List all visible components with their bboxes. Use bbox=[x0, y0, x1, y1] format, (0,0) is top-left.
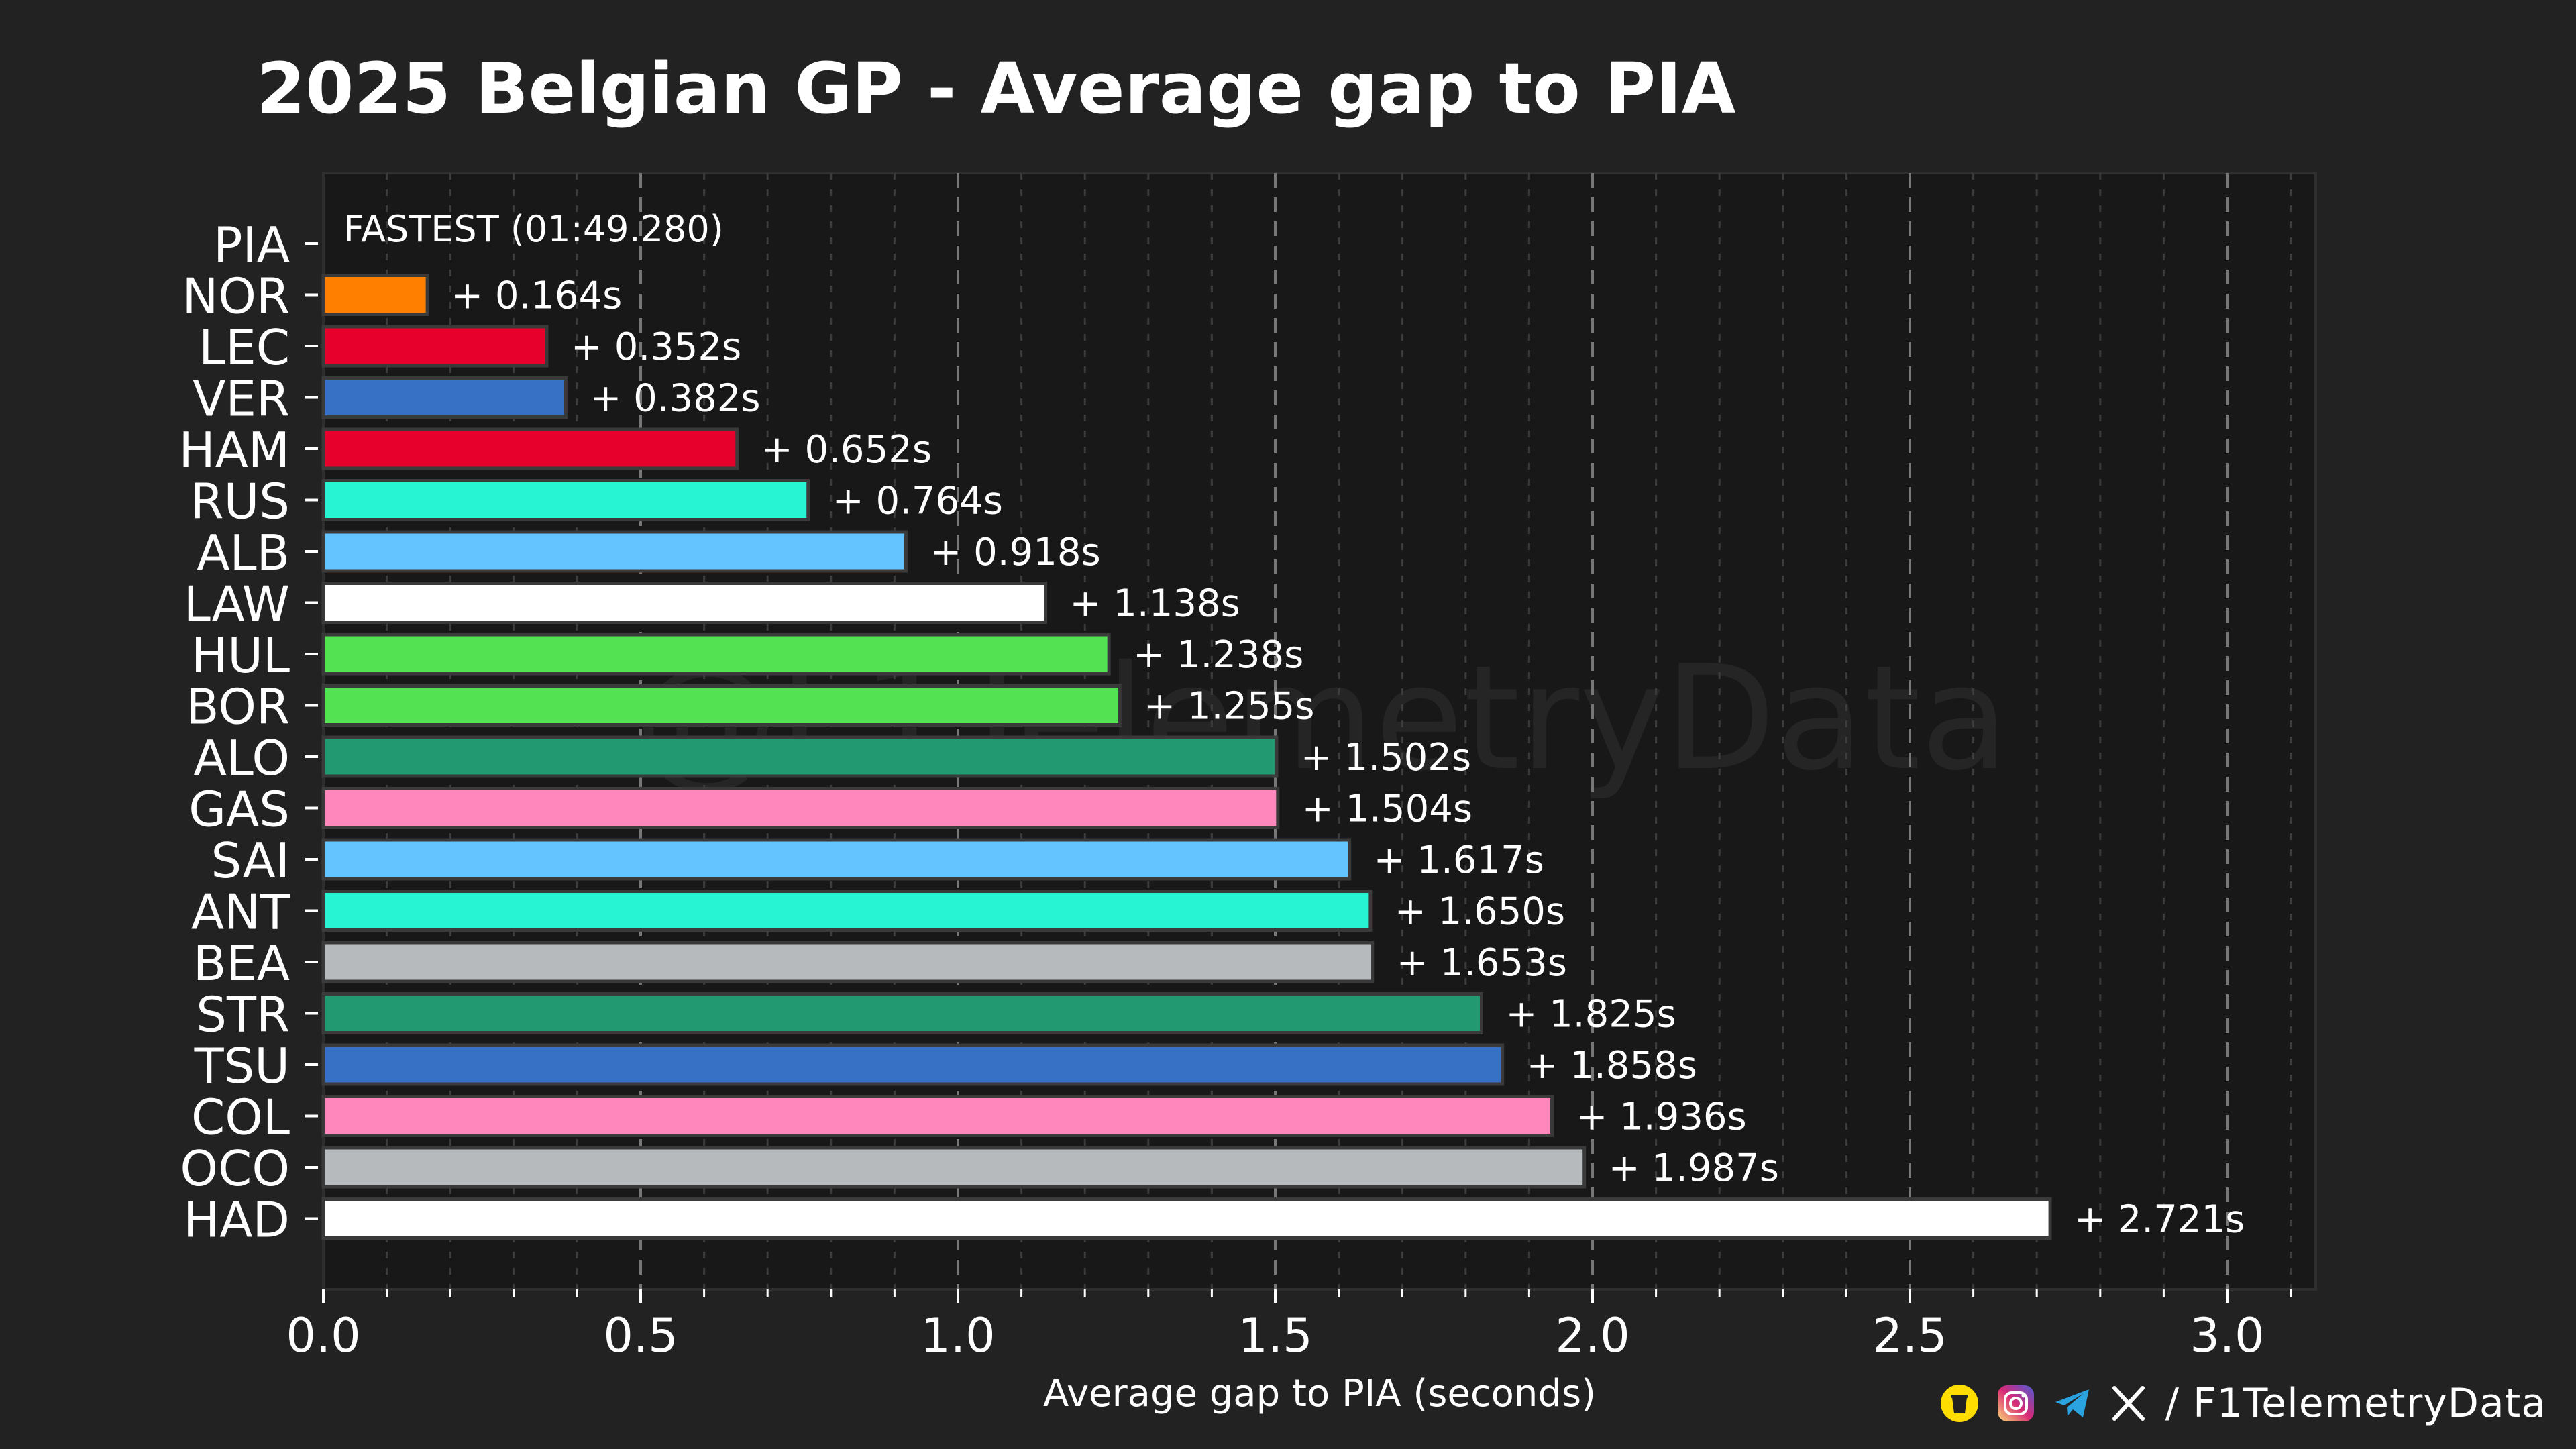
bar-value-label: + 1.858s bbox=[1527, 1044, 1697, 1087]
bars: + 0.164s + 0.352s + 0.382s+ 0.652s + 0.764s… bbox=[321, 274, 2245, 1242]
bar-alo bbox=[321, 735, 1279, 778]
bar-sai bbox=[321, 838, 1352, 881]
y-tick-label: BEA bbox=[193, 935, 290, 991]
bar-ham bbox=[321, 427, 739, 470]
bar-str bbox=[321, 992, 1483, 1034]
bar-ver bbox=[321, 376, 568, 419]
y-axis-labels: PIANORLECVERHAMRUSALBLAWHULBORALOGASSAIA… bbox=[178, 217, 318, 1248]
bar-value-label: + 1.502s bbox=[1301, 736, 1471, 780]
y-tick-label: HUL bbox=[191, 627, 290, 684]
y-tick-label: LEC bbox=[199, 319, 290, 376]
chart-title: 2025 Belgian GP - Average gap to PIA bbox=[257, 48, 1736, 129]
y-tick-label: HAM bbox=[178, 422, 290, 478]
bar-value-label: + 1.825s bbox=[1505, 993, 1676, 1036]
bar-value-label: + 0.352s bbox=[571, 325, 741, 369]
bar-value-label: + 0.764s bbox=[833, 480, 1003, 523]
bar-alb bbox=[321, 530, 908, 573]
y-tick-label: TSU bbox=[194, 1038, 290, 1094]
x-tick-label: 0.5 bbox=[603, 1308, 678, 1363]
bar-value-label: + 0.164s bbox=[451, 274, 622, 318]
x-icon[interactable] bbox=[2109, 1384, 2148, 1423]
y-tick-label: HAD bbox=[183, 1192, 290, 1248]
social-handle[interactable]: / F1TelemetryData bbox=[2165, 1380, 2546, 1427]
bar-value-label: + 1.504s bbox=[1302, 788, 1472, 831]
x-tick-label: 2.0 bbox=[1555, 1308, 1629, 1363]
y-tick-label: RUS bbox=[191, 474, 290, 530]
bar-bor bbox=[321, 684, 1122, 727]
instagram-icon[interactable] bbox=[1996, 1384, 2035, 1423]
bar-value-label: + 1.238s bbox=[1133, 633, 1303, 677]
bar-lec bbox=[321, 325, 549, 368]
bar-value-label: + 1.653s bbox=[1397, 941, 1567, 985]
bar-nor bbox=[321, 274, 429, 316]
bar-law bbox=[321, 582, 1048, 624]
y-tick-label: STR bbox=[196, 987, 290, 1043]
y-tick-label: OCO bbox=[180, 1140, 290, 1197]
bar-value-label: + 0.918s bbox=[930, 531, 1100, 574]
y-tick-label: COL bbox=[191, 1089, 290, 1146]
y-tick-label: PIA bbox=[213, 217, 290, 273]
bar-gas bbox=[321, 787, 1280, 829]
y-tick-label: ALO bbox=[194, 730, 290, 786]
footer: / F1TelemetryData bbox=[1940, 1377, 2546, 1430]
bar-value-label: + 0.382s bbox=[590, 377, 760, 421]
bar-hul bbox=[321, 633, 1111, 676]
bar-bea bbox=[321, 941, 1375, 983]
bar-tsu bbox=[321, 1043, 1505, 1086]
coffee-icon[interactable] bbox=[1940, 1384, 1979, 1423]
bar-oco bbox=[321, 1146, 1587, 1189]
bar-value-label: + 1.617s bbox=[1374, 839, 1544, 882]
bar-value-label: + 2.721s bbox=[2074, 1198, 2245, 1242]
x-tick-label: 1.0 bbox=[920, 1308, 995, 1363]
x-tick-label: 3.0 bbox=[2190, 1308, 2264, 1363]
bar-value-label: + 1.138s bbox=[1070, 582, 1240, 626]
bar-value-label: + 1.987s bbox=[1609, 1146, 1779, 1190]
y-tick-label: GAS bbox=[189, 782, 290, 838]
bar-rus bbox=[321, 479, 810, 521]
y-tick-label: ANT bbox=[191, 884, 290, 941]
y-tick-label: NOR bbox=[182, 268, 290, 325]
bar-value-label: + 1.936s bbox=[1576, 1095, 1746, 1139]
bar-value-label: + 0.652s bbox=[761, 428, 932, 472]
fastest-label: FASTEST (01:49.280) bbox=[343, 208, 724, 250]
bar-value-label: + 1.650s bbox=[1395, 890, 1565, 934]
y-tick-label: ALB bbox=[197, 525, 290, 581]
y-tick-label: LAW bbox=[184, 576, 290, 633]
bar-col bbox=[321, 1095, 1554, 1137]
bar-had bbox=[321, 1197, 2052, 1240]
bar-value-label: + 1.255s bbox=[1144, 685, 1314, 729]
x-axis-label: Average gap to PIA (seconds) bbox=[1043, 1372, 1596, 1415]
y-tick-label: SAI bbox=[211, 833, 290, 889]
y-tick-label: VER bbox=[193, 371, 290, 427]
y-tick-label: BOR bbox=[186, 679, 290, 735]
x-axis-ticks: 0.0 0.5 1.0 1.5 2.0 2.5 3.0 bbox=[286, 1289, 2292, 1363]
telegram-icon[interactable] bbox=[2053, 1384, 2092, 1423]
x-tick-label: 0.0 bbox=[286, 1308, 360, 1363]
x-tick-label: 1.5 bbox=[1238, 1308, 1312, 1363]
x-tick-label: 2.5 bbox=[1872, 1308, 1947, 1363]
bar-ant bbox=[321, 890, 1373, 932]
